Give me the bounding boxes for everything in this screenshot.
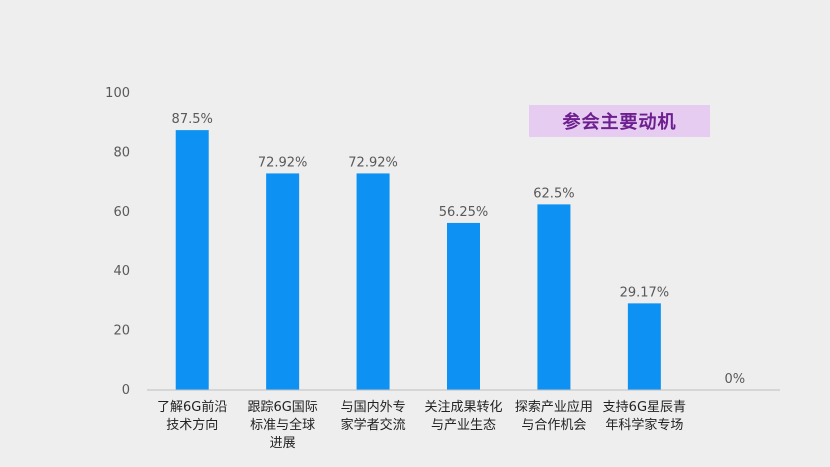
category-label: 与产业生态 <box>431 418 496 433</box>
y-tick-label: 100 <box>105 86 130 101</box>
category-label: 探索产业应用 <box>515 399 593 415</box>
y-tick-label: 40 <box>113 264 130 279</box>
category-label: 支持6G星辰青 <box>603 400 686 415</box>
y-tick-label: 60 <box>113 205 130 220</box>
data-labels: 87.5% 72.92% 72.92% 56.25% 62.5% 29.17% 0% <box>172 112 746 387</box>
y-tick-label: 0 <box>122 383 130 398</box>
category-label: 与合作机会 <box>521 418 586 433</box>
data-label: 72.92% <box>258 155 308 170</box>
category-label: 进展 <box>270 436 296 451</box>
data-label: 62.5% <box>533 186 574 201</box>
bar <box>266 173 300 390</box>
y-tick-label: 20 <box>113 324 130 339</box>
bar <box>447 222 480 390</box>
bar <box>537 204 571 390</box>
y-axis-ticks: 0 20 40 60 80 100 <box>105 86 130 398</box>
category-label: 年科学家专场 <box>605 417 683 433</box>
category-label: 与国内外专 <box>341 399 406 415</box>
y-tick-label: 80 <box>113 145 130 160</box>
data-label: 56.25% <box>439 205 489 220</box>
data-label: 0% <box>724 372 745 387</box>
bars <box>175 130 661 390</box>
bar <box>356 173 390 390</box>
category-labels: 了解6G前沿技术方向跟踪6G国际标准与全球进展与国内外专家学者交流关注成果转化与… <box>157 399 686 451</box>
bar <box>175 130 209 390</box>
category-label: 关注成果转化 <box>424 400 502 415</box>
data-label: 29.17% <box>620 285 670 300</box>
chart-title: 参会主要动机 <box>562 112 677 133</box>
data-label: 72.92% <box>348 155 398 170</box>
bar <box>627 303 661 390</box>
category-label: 家学者交流 <box>341 417 406 433</box>
category-label: 了解6G前沿 <box>157 399 227 415</box>
chart-title-box: 参会主要动机 <box>529 105 710 137</box>
data-label: 87.5% <box>172 112 213 127</box>
category-label: 标准与全球 <box>250 417 315 433</box>
category-label: 跟踪6G国际 <box>247 400 317 415</box>
category-label: 技术方向 <box>166 417 218 433</box>
